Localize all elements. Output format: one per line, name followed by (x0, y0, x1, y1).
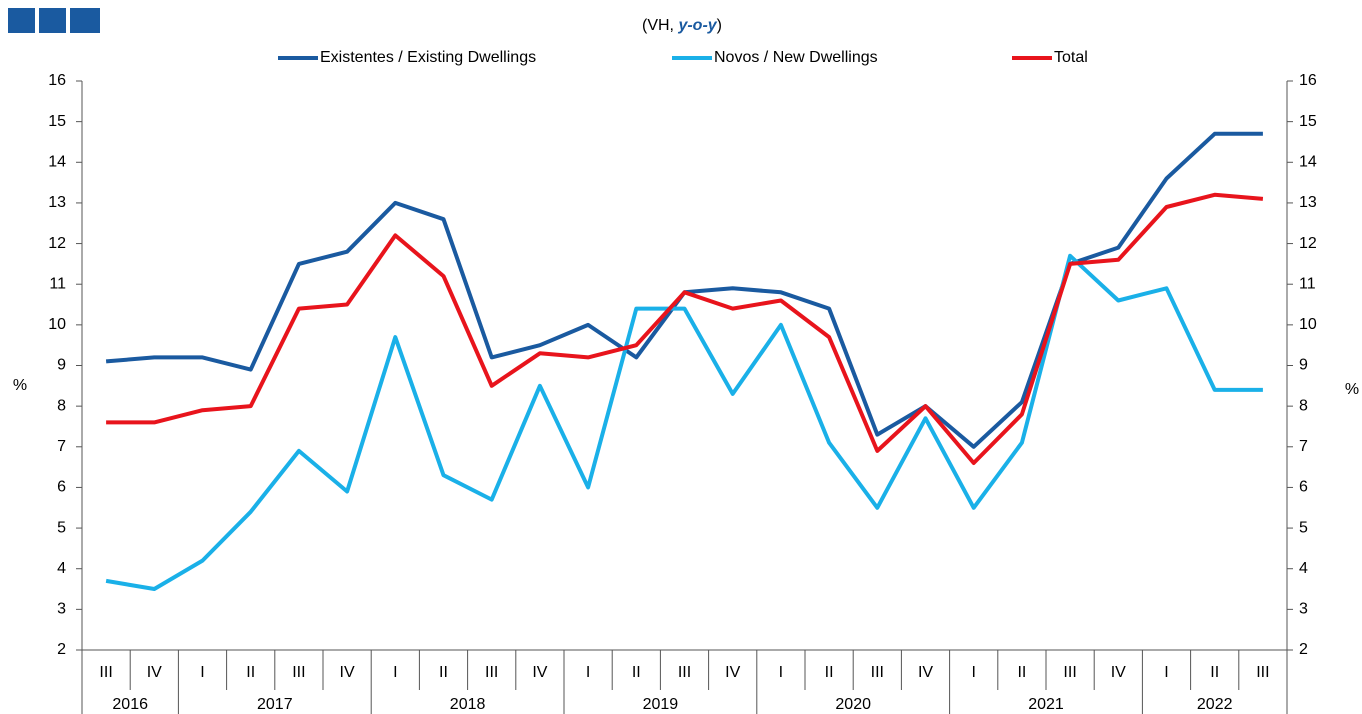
x-tick-label: IV (725, 664, 740, 681)
subtitle: (VH, y-o-y) (642, 17, 722, 34)
y2-axis-label: % (1345, 381, 1359, 398)
logo-block (39, 8, 66, 33)
x-group-label: 2018 (450, 696, 486, 713)
series-line (105, 131, 1263, 449)
x-tick-label: III (1256, 664, 1269, 681)
subtitle-part: (VH, (642, 17, 678, 34)
y-tick-label: 15 (48, 113, 66, 130)
y-tick-label: 2 (57, 641, 66, 658)
y-tick-label: 8 (57, 397, 66, 414)
y-tick-label: 5 (57, 519, 66, 536)
x-tick-label: IV (340, 664, 355, 681)
y-tick-label: 3 (57, 601, 66, 618)
x-tick-label: II (1017, 664, 1026, 681)
y-tick-label: 16 (48, 72, 66, 89)
y2-tick-label: 7 (1299, 438, 1308, 455)
series-line (105, 253, 1263, 591)
y2-tick-label: 14 (1299, 154, 1317, 171)
y-axis-label: % (13, 377, 27, 394)
y2-tick-label: 6 (1299, 479, 1308, 496)
x-tick-label: I (971, 664, 975, 681)
x-tick-label: I (779, 664, 783, 681)
y2-tick-label: 12 (1299, 235, 1317, 252)
y2-tick-label: 9 (1299, 357, 1308, 374)
y2-tick-label: 10 (1299, 316, 1317, 333)
x-group-label: 2019 (643, 696, 679, 713)
x-tick-label: III (292, 664, 305, 681)
y2-tick-label: 2 (1299, 641, 1308, 658)
y-tick-label: 14 (48, 154, 66, 171)
y2-tick-label: 5 (1299, 519, 1308, 536)
x-tick-label: II (1210, 664, 1219, 681)
y-tick-label: 11 (49, 275, 66, 292)
legend-label: Existentes / Existing Dwellings (320, 49, 536, 66)
y-tick-label: 10 (48, 316, 66, 333)
y2-tick-label: 15 (1299, 113, 1317, 130)
y2-tick-label: 4 (1299, 560, 1308, 577)
x-tick-label: I (393, 664, 397, 681)
y-tick-label: 6 (57, 479, 66, 496)
y2-tick-label: 16 (1299, 72, 1317, 89)
x-tick-label: II (246, 664, 255, 681)
y-tick-label: 7 (57, 438, 66, 455)
x-tick-label: IV (918, 664, 933, 681)
y2-tick-label: 3 (1299, 601, 1308, 618)
y-tick-label: 12 (48, 235, 66, 252)
logo-block (70, 8, 100, 33)
x-tick-label: III (99, 664, 112, 681)
y2-tick-label: 11 (1299, 275, 1316, 292)
series-line (106, 192, 1264, 465)
y-tick-label: 4 (57, 560, 66, 577)
x-tick-label: III (1063, 664, 1076, 681)
y2-tick-label: 13 (1299, 194, 1317, 211)
x-tick-label: IV (147, 664, 162, 681)
legend-label: Total (1054, 49, 1088, 66)
x-group-label: 2017 (257, 696, 293, 713)
x-tick-label: IV (532, 664, 547, 681)
x-tick-label: I (200, 664, 204, 681)
x-group-label: 2021 (1028, 696, 1064, 713)
x-group-label: 2016 (112, 696, 148, 713)
y2-tick-label: 8 (1299, 397, 1308, 414)
logo-block (8, 8, 35, 33)
x-tick-label: I (586, 664, 590, 681)
subtitle-part: y-o-y (677, 17, 717, 34)
x-tick-label: II (439, 664, 448, 681)
x-tick-label: III (871, 664, 884, 681)
x-tick-label: IV (1111, 664, 1126, 681)
x-tick-label: II (632, 664, 641, 681)
x-tick-label: III (678, 664, 691, 681)
y-tick-label: 13 (48, 194, 66, 211)
x-tick-label: I (1164, 664, 1168, 681)
x-tick-label: II (825, 664, 834, 681)
x-group-label: 2020 (835, 696, 871, 713)
legend-label: Novos / New Dwellings (714, 49, 878, 66)
x-tick-label: III (485, 664, 498, 681)
x-group-label: 2022 (1197, 696, 1233, 713)
subtitle-part: ) (717, 17, 722, 34)
y-tick-label: 9 (57, 357, 66, 374)
